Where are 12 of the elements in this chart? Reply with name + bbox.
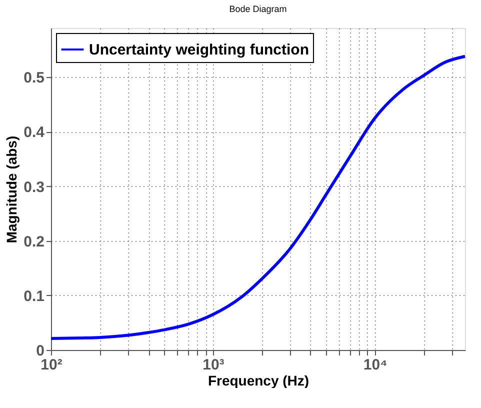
y-tick-label: 0.1 [24,288,44,305]
y-tick-label: 0.2 [24,233,44,250]
x-tick-label: 10³ [202,356,224,374]
y-tick-label: 0.5 [24,70,44,87]
y-tick-label: 0.3 [24,178,44,196]
y-axis-title: Magnitude (abs) [4,136,20,244]
y-tick-label: 0 [36,342,44,360]
x-tick-label: 10⁴ [363,356,388,374]
chart-title: Bode Diagram [229,4,287,14]
legend-label: Uncertainty weighting function [89,42,309,58]
y-tick-label: 0.4 [24,124,46,142]
x-tick-label: 10² [40,356,62,374]
